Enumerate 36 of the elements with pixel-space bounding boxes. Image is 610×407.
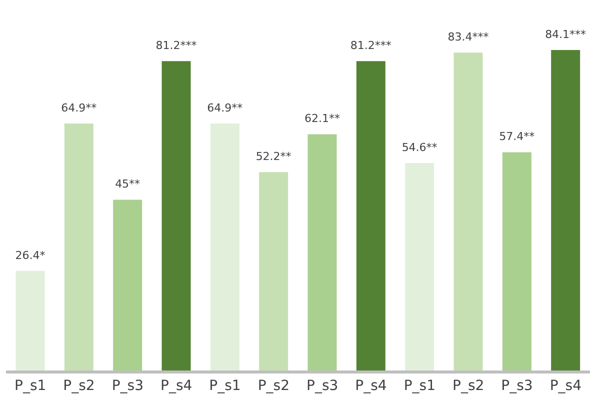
data-label: 81.2***: [350, 39, 392, 52]
bar: [405, 162, 434, 372]
bar: [64, 124, 94, 372]
x-tick-label: P_s1: [209, 378, 241, 394]
bar: [308, 134, 337, 372]
data-label: 64.9**: [61, 102, 98, 115]
bar: [210, 124, 240, 372]
x-tick-label: P_s4: [550, 378, 582, 394]
data-label: 81.2***: [156, 39, 198, 52]
x-tick-label: P_s2: [63, 378, 95, 394]
data-label: 54.6**: [402, 140, 438, 154]
x-tick-label: P_s3: [306, 378, 338, 394]
x-tick-label: P_s2: [452, 378, 484, 394]
x-tick-label: P_s3: [501, 378, 533, 394]
data-label: 64.9**: [207, 102, 244, 115]
x-tick-label: P_s4: [160, 378, 192, 394]
data-label: 84.1***: [545, 28, 587, 41]
data-label: 57.4**: [499, 130, 536, 144]
data-label: 83.4***: [448, 30, 490, 44]
bar: [16, 270, 45, 372]
bar: [454, 52, 483, 372]
bar: [356, 61, 386, 372]
x-tick-label: P_s4: [355, 378, 387, 394]
data-label: 45**: [115, 178, 141, 191]
data-label: 62.1**: [304, 112, 340, 126]
bar: [113, 200, 142, 372]
data-label: 26.4*: [15, 248, 46, 262]
x-tick-label: P_s2: [258, 378, 290, 394]
data-label: 52.2**: [256, 150, 292, 164]
bar: [162, 61, 191, 372]
bar: [551, 50, 580, 372]
x-tick-label: P_s1: [14, 378, 46, 394]
x-tick-label: P_s3: [112, 378, 144, 394]
x-tick-label: P_s1: [404, 378, 436, 394]
bar: [502, 152, 532, 372]
bar: [259, 172, 288, 372]
